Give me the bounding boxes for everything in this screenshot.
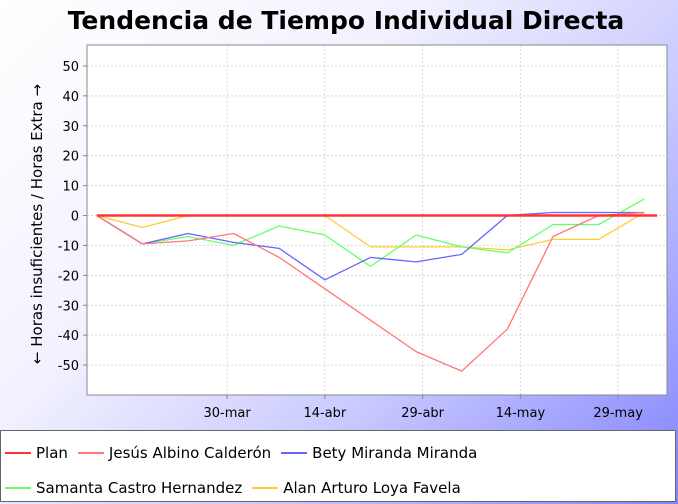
legend-item-samanta: Samanta Castro Hernandez — [5, 479, 242, 497]
legend-swatch-plan — [5, 452, 31, 454]
y-tick-label: 50 — [62, 60, 79, 75]
legend: Plan Jesús Albino Calderón Bety Miranda … — [0, 430, 676, 502]
y-axis-label: ← Horas insuficientes / Horas Extra → — [28, 84, 46, 364]
legend-swatch-bety — [281, 452, 308, 454]
x-tick-label: 29-may — [593, 406, 643, 421]
y-tick-label: -20 — [58, 269, 79, 284]
plot-area — [87, 45, 667, 395]
legend-label-plan: Plan — [36, 444, 68, 462]
plot-border — [86, 44, 668, 396]
grid-lines — [87, 45, 667, 395]
legend-swatch-alan — [252, 487, 279, 489]
legend-label-samanta: Samanta Castro Hernandez — [36, 479, 243, 497]
legend-item-jesus: Jesús Albino Calderón — [77, 444, 272, 462]
legend-swatch-samanta — [5, 487, 31, 489]
legend-label-bety: Bety Miranda Miranda — [312, 444, 478, 462]
legend-label-jesus: Jesús Albino Calderón — [108, 444, 272, 462]
x-axis-ticks: 30-mar 14-abr 29-abr 14-may 29-may — [204, 395, 643, 421]
series-line-1 — [96, 211, 645, 372]
x-tick-label: 30-mar — [204, 406, 252, 421]
series-lines — [96, 198, 658, 372]
y-tick-label: 0 — [71, 210, 79, 225]
y-tick-label: -40 — [58, 329, 79, 344]
x-tick-label: 14-abr — [303, 406, 346, 421]
y-tick-label: 20 — [62, 150, 79, 165]
legend-label-alan: Alan Arturo Loya Favela — [283, 479, 461, 497]
y-axis-ticks: 50 40 30 20 10 0 -10 -20 -30 -40 -50 — [58, 60, 87, 374]
series-line-2 — [96, 211, 645, 281]
chart-title: Tendencia de Tiempo Individual Directa — [68, 6, 625, 35]
legend-item-plan: Plan — [5, 444, 68, 462]
x-tick-label: 14-may — [496, 406, 546, 421]
y-tick-label: -30 — [58, 299, 79, 314]
y-tick-label: 10 — [62, 180, 79, 195]
y-tick-label: 40 — [62, 90, 79, 105]
legend-item-bety: Bety Miranda Miranda — [281, 444, 477, 462]
chart-canvas: Tendencia de Tiempo Individual Directa ←… — [28, 6, 668, 421]
y-tick-label: -50 — [58, 359, 79, 374]
y-tick-label: 30 — [62, 120, 79, 135]
legend-item-alan: Alan Arturo Loya Favela — [252, 479, 461, 497]
x-tick-label: 29-abr — [401, 406, 444, 421]
legend-row: Samanta Castro Hernandez Alan Arturo Loy… — [5, 476, 675, 500]
series-line-3 — [96, 198, 645, 268]
legend-swatch-jesus — [77, 452, 104, 454]
legend-row: Plan Jesús Albino Calderón Bety Miranda … — [5, 441, 675, 465]
y-tick-label: -10 — [58, 239, 79, 254]
